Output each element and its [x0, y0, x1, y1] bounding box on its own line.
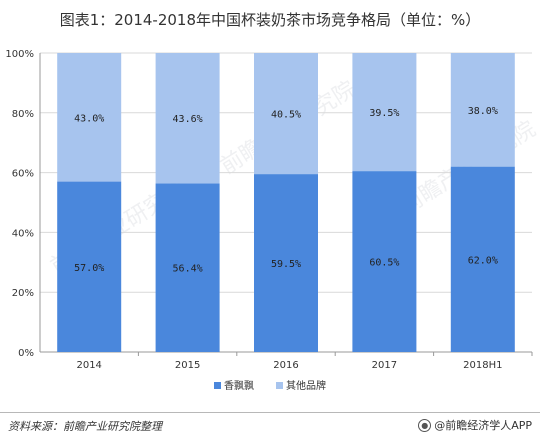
data-label: 59.5% — [271, 259, 301, 270]
legend-label: 香飘飘 — [224, 380, 254, 392]
y-tick-label: 80% — [12, 109, 34, 120]
y-tick-label: 20% — [12, 288, 34, 299]
bar-series2 — [450, 53, 515, 167]
data-label: 57.0% — [74, 263, 104, 274]
data-label: 62.0% — [468, 255, 498, 266]
footer-brand-text: @前瞻经济学人APP — [434, 419, 532, 432]
stacked-bar-chart: 0% 20% 40% 60% 80% 100% 57.0% 43.0% 2014 56.4% 43.… — [5, 49, 533, 392]
bar-series1 — [450, 166, 515, 352]
footer-brand: ● @前瞻经济学人APP — [418, 417, 532, 433]
x-tick-label: 2015 — [175, 360, 200, 371]
y-tick-label: 40% — [12, 228, 34, 239]
data-label: 60.5% — [369, 258, 399, 269]
y-tick-label: 60% — [12, 169, 34, 180]
y-tick-label: 100% — [5, 49, 34, 60]
data-label: 39.5% — [369, 108, 399, 119]
data-label: 56.4% — [173, 264, 203, 275]
data-label: 40.5% — [271, 110, 301, 121]
brand-logo-icon: ● — [418, 418, 432, 432]
x-tick-label: 2018H1 — [463, 360, 502, 371]
bar-series2 — [254, 53, 318, 175]
legend-swatch — [276, 382, 283, 389]
bar-series1 — [155, 183, 220, 352]
bar-series1 — [57, 181, 122, 352]
legend-swatch — [214, 382, 221, 389]
legend-label: 其他品牌 — [286, 379, 326, 392]
data-label: 38.0% — [468, 106, 498, 117]
footer-divider — [0, 412, 540, 413]
bar-series1 — [254, 174, 318, 352]
data-label: 43.0% — [74, 113, 104, 124]
bar-series1 — [352, 171, 417, 352]
chart-title: 图表1：2014-2018年中国杯装奶茶市场竞争格局（单位：%） — [59, 11, 481, 29]
data-label: 43.6% — [173, 114, 203, 125]
bar-series2 — [57, 53, 122, 182]
x-tick-label: 2014 — [76, 360, 101, 371]
bar-series2 — [155, 53, 220, 184]
y-tick-label: 0% — [18, 348, 34, 359]
x-tick-label: 2017 — [372, 360, 397, 371]
x-tick-label: 2016 — [273, 360, 298, 371]
bar-series2 — [352, 53, 417, 172]
footer-source: 资料来源：前瞻产业研究院整理 — [8, 420, 162, 433]
